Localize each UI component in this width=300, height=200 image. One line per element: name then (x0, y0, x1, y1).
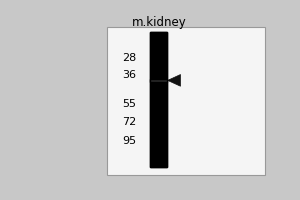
FancyBboxPatch shape (159, 32, 160, 167)
FancyBboxPatch shape (164, 32, 165, 167)
FancyBboxPatch shape (152, 32, 153, 167)
FancyBboxPatch shape (107, 27, 266, 175)
Text: m.kidney: m.kidney (132, 16, 187, 29)
FancyBboxPatch shape (158, 32, 159, 167)
FancyBboxPatch shape (150, 32, 151, 167)
FancyBboxPatch shape (162, 32, 163, 167)
FancyBboxPatch shape (150, 32, 167, 167)
FancyBboxPatch shape (157, 32, 158, 167)
Polygon shape (168, 75, 181, 86)
FancyBboxPatch shape (155, 32, 156, 167)
FancyBboxPatch shape (154, 32, 155, 167)
FancyBboxPatch shape (161, 32, 162, 167)
FancyBboxPatch shape (154, 32, 155, 167)
FancyBboxPatch shape (151, 32, 152, 167)
Text: 55: 55 (122, 99, 136, 109)
Text: 95: 95 (122, 136, 136, 146)
Text: 36: 36 (122, 70, 136, 80)
FancyBboxPatch shape (165, 32, 166, 167)
Text: 72: 72 (122, 117, 136, 127)
Text: 28: 28 (122, 53, 136, 63)
FancyBboxPatch shape (163, 32, 164, 167)
FancyBboxPatch shape (156, 32, 157, 167)
FancyBboxPatch shape (153, 32, 154, 167)
FancyBboxPatch shape (160, 32, 161, 167)
FancyBboxPatch shape (150, 79, 167, 82)
